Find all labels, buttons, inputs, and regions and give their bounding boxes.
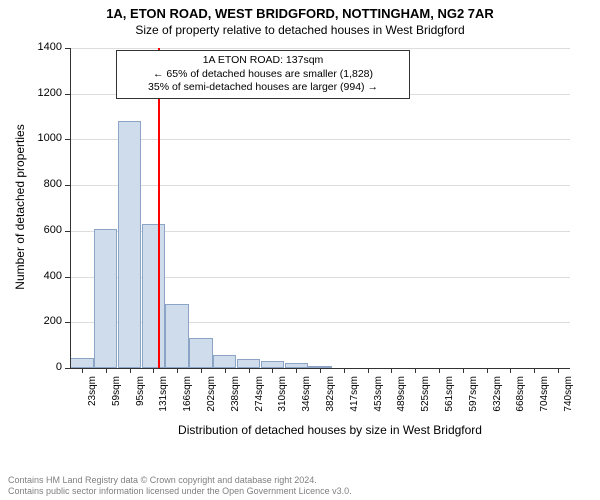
x-tick-label: 704sqm (539, 376, 550, 421)
histogram-bar (118, 121, 141, 368)
x-tick-label: 668sqm (515, 376, 526, 421)
y-tick-label: 400 (28, 270, 62, 282)
y-tick-label: 0 (28, 361, 62, 373)
x-tick-label: 489sqm (396, 376, 407, 421)
x-tick-label: 561sqm (444, 376, 455, 421)
x-tick-label: 131sqm (158, 376, 169, 421)
x-tick-label: 202sqm (206, 376, 217, 421)
histogram-bar (142, 224, 165, 368)
footer-text: Contains HM Land Registry data © Crown c… (8, 475, 352, 498)
grid-line (70, 48, 570, 49)
x-tick-label: 632sqm (492, 376, 503, 421)
x-tick-label: 59sqm (111, 376, 122, 421)
y-axis-line (70, 48, 71, 368)
chart-container: 1A, ETON ROAD, WEST BRIDGFORD, NOTTINGHA… (0, 0, 600, 500)
histogram-bar (237, 359, 260, 368)
y-tick-label: 1000 (28, 132, 62, 144)
x-axis-line (70, 368, 570, 369)
annotation-box: 1A ETON ROAD: 137sqm ← 65% of detached h… (116, 50, 410, 99)
annotation-line-3: 35% of semi-detached houses are larger (… (123, 81, 403, 95)
x-tick-label: 274sqm (254, 376, 265, 421)
x-tick-label: 453sqm (373, 376, 384, 421)
x-tick-label: 417sqm (349, 376, 360, 421)
x-tick-label: 597sqm (468, 376, 479, 421)
x-tick-label: 238sqm (230, 376, 241, 421)
x-tick-label: 382sqm (325, 376, 336, 421)
histogram-bar (165, 304, 188, 368)
y-axis-label: Number of detached properties (13, 107, 27, 307)
x-tick-label: 310sqm (277, 376, 288, 421)
chart-title-sub: Size of property relative to detached ho… (0, 21, 600, 37)
histogram-bar (189, 338, 212, 368)
x-tick-label: 23sqm (87, 376, 98, 421)
chart-title-main: 1A, ETON ROAD, WEST BRIDGFORD, NOTTINGHA… (0, 0, 600, 21)
footer-line-2: Contains public sector information licen… (8, 486, 352, 498)
footer-line-1: Contains HM Land Registry data © Crown c… (8, 475, 352, 487)
grid-line (70, 139, 570, 140)
x-tick-label: 740sqm (563, 376, 574, 421)
x-tick-label: 346sqm (301, 376, 312, 421)
x-tick-label: 525sqm (420, 376, 431, 421)
histogram-bar (261, 361, 284, 368)
histogram-bar (94, 229, 117, 368)
x-tick-label: 166sqm (182, 376, 193, 421)
histogram-bar (213, 355, 236, 368)
y-tick-label: 600 (28, 224, 62, 236)
annotation-line-1: 1A ETON ROAD: 137sqm (123, 54, 403, 68)
histogram-bar (70, 358, 93, 368)
y-tick-label: 1200 (28, 87, 62, 99)
grid-line (70, 185, 570, 186)
y-tick-label: 200 (28, 315, 62, 327)
y-tick-label: 1400 (28, 41, 62, 53)
y-tick-label: 800 (28, 178, 62, 190)
x-axis-label: Distribution of detached houses by size … (150, 423, 510, 437)
annotation-line-2: ← 65% of detached houses are smaller (1,… (123, 68, 403, 82)
x-tick-label: 95sqm (135, 376, 146, 421)
